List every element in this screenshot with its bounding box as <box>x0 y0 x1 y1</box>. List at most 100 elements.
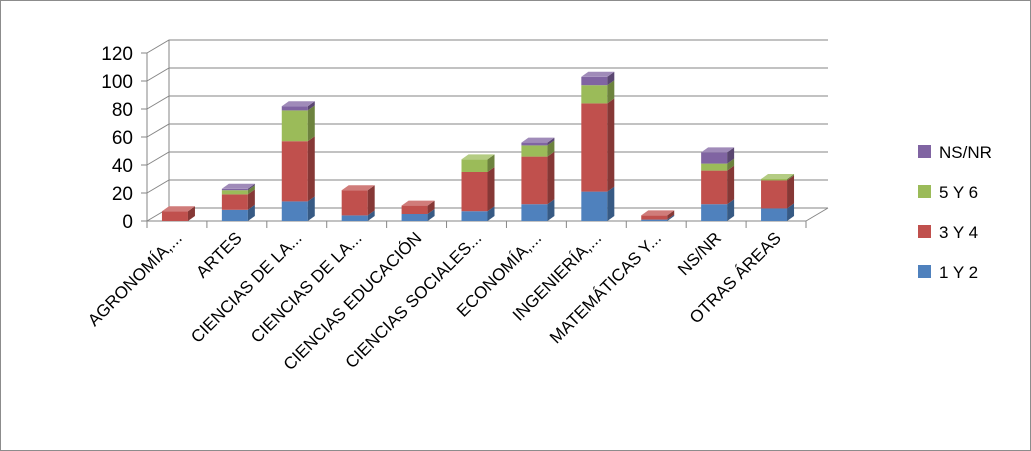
bar-segment <box>521 137 555 146</box>
bar-front-face <box>701 152 728 164</box>
bar-segment <box>581 186 615 221</box>
bar-front-face <box>581 76 608 86</box>
bar-side-face <box>547 137 555 146</box>
bar-top-face <box>701 147 735 153</box>
bar-segment <box>221 189 255 210</box>
bar-front-face <box>221 188 248 191</box>
bar-side-face <box>607 186 615 221</box>
bar-side-face <box>247 183 255 191</box>
bar-top-face <box>461 154 495 160</box>
bar-side-face <box>547 151 555 205</box>
bar-side-face <box>307 101 315 111</box>
bar-front-face <box>521 156 548 205</box>
bar-side-face <box>247 204 255 221</box>
bar-side-face <box>607 80 615 104</box>
legend-swatch <box>918 225 931 238</box>
bar-front-face <box>581 191 608 221</box>
bar-side-face <box>487 167 495 212</box>
bar-segment <box>401 200 435 214</box>
bar-side-face <box>427 200 435 214</box>
bar-segment <box>161 206 195 221</box>
bar-segment <box>401 209 435 221</box>
bar-side-face <box>487 206 495 221</box>
legend-label: 5 Y 6 <box>939 183 978 202</box>
bar-front-face <box>581 85 608 104</box>
bar-side-face <box>427 209 435 221</box>
bar-top-face <box>401 200 435 206</box>
legend-label: 3 Y 4 <box>939 223 978 242</box>
bar-side-face <box>187 206 195 221</box>
bar-side-face <box>367 185 375 216</box>
bar-side-face <box>667 214 675 221</box>
bar-front-face <box>281 110 308 142</box>
bar-side-face <box>547 140 555 157</box>
y-tick-label: 60 <box>112 128 133 149</box>
bar-front-face <box>461 211 488 221</box>
floor-right-edge <box>805 207 829 222</box>
bar-front-face <box>581 103 608 192</box>
bar-side-face <box>247 185 255 195</box>
bar-front-face <box>221 209 248 221</box>
y-tick-label: 40 <box>112 156 133 177</box>
bar-top-face <box>581 71 615 77</box>
bar-segment <box>641 210 675 220</box>
bar-front-face <box>521 204 548 221</box>
bar-top-face <box>641 210 675 216</box>
bar-top-face <box>761 174 795 179</box>
bar-side-face <box>247 189 255 210</box>
bar-segment <box>701 147 735 164</box>
bar-segment <box>581 98 615 192</box>
y-tick-label: 20 <box>112 184 133 205</box>
x-category-label: ARTES <box>192 228 245 281</box>
y-tick-label: 100 <box>101 72 133 93</box>
bar-segment <box>281 105 315 142</box>
bar-side-face <box>667 210 675 220</box>
bars <box>161 71 795 221</box>
x-category-label: MATEMÁTICAS Y... <box>546 228 665 347</box>
legend-swatch <box>918 265 931 278</box>
legend-swatch <box>918 185 931 198</box>
bar-side-face <box>727 199 735 221</box>
bar-front-face <box>701 163 728 171</box>
bar-top-face <box>221 183 255 189</box>
bar-segment <box>341 185 375 216</box>
bar-front-face <box>461 159 488 172</box>
bar-front-face <box>761 179 788 181</box>
bar-segment <box>581 80 615 104</box>
bar-front-face <box>701 204 728 221</box>
bar-front-face <box>281 106 308 111</box>
gridline <box>146 95 828 110</box>
bar-top-face <box>521 137 555 143</box>
legend: NS/NR 5 Y 6 3 Y 4 1 Y 2 <box>918 143 992 282</box>
bar-front-face <box>761 180 788 209</box>
bar-side-face <box>787 175 795 209</box>
bar-side-face <box>487 154 495 172</box>
bar-segment <box>461 206 495 221</box>
bar-side-face <box>367 210 375 221</box>
bar-front-face <box>221 194 248 210</box>
bar-front-face <box>221 190 248 195</box>
y-tick-label: 120 <box>101 44 133 65</box>
bar-segment <box>521 140 555 157</box>
bar-segment <box>581 71 615 86</box>
bar-top-face <box>281 101 315 107</box>
bar-segment <box>461 167 495 212</box>
bar-segment <box>641 214 675 221</box>
bar-segment <box>701 165 735 205</box>
bar-side-face <box>607 98 615 192</box>
bar-segment <box>521 199 555 221</box>
gridline <box>146 123 828 138</box>
bar-segment <box>701 158 735 171</box>
legend-label: NS/NR <box>939 143 992 162</box>
bar-side-face <box>307 196 315 221</box>
bar-front-face <box>341 215 368 221</box>
bar-side-face <box>607 71 615 86</box>
gridline <box>146 39 828 54</box>
bar-side-face <box>547 199 555 221</box>
x-category-label: NS/NR <box>674 228 725 279</box>
bar-segment <box>761 203 795 221</box>
bar-front-face <box>161 211 188 221</box>
